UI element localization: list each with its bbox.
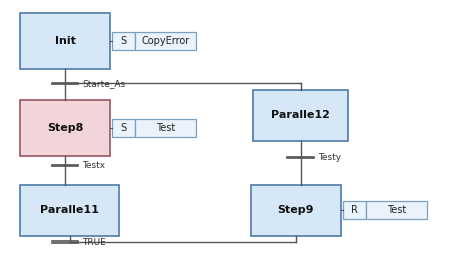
Text: Test: Test <box>387 205 406 215</box>
FancyBboxPatch shape <box>254 90 348 141</box>
FancyBboxPatch shape <box>365 201 427 219</box>
Text: S: S <box>120 36 127 46</box>
FancyBboxPatch shape <box>251 185 341 236</box>
Text: TRUE: TRUE <box>82 238 106 247</box>
FancyBboxPatch shape <box>343 201 365 219</box>
Text: Testy: Testy <box>318 153 341 162</box>
Text: Testx: Testx <box>82 161 105 170</box>
FancyBboxPatch shape <box>112 32 135 50</box>
Text: Init: Init <box>55 36 75 46</box>
Text: Test: Test <box>156 123 175 133</box>
Text: Starte_As: Starte_As <box>82 79 125 88</box>
Text: Paralle11: Paralle11 <box>40 205 99 215</box>
Text: Paralle12: Paralle12 <box>271 110 330 120</box>
FancyBboxPatch shape <box>135 119 196 137</box>
Text: CopyError: CopyError <box>141 36 190 46</box>
FancyBboxPatch shape <box>20 185 119 236</box>
Text: R: R <box>351 205 358 215</box>
Text: S: S <box>120 123 127 133</box>
FancyBboxPatch shape <box>20 100 110 156</box>
FancyBboxPatch shape <box>135 32 196 50</box>
Text: Step9: Step9 <box>278 205 314 215</box>
FancyBboxPatch shape <box>20 13 110 69</box>
Text: Step8: Step8 <box>47 123 83 133</box>
FancyBboxPatch shape <box>112 119 135 137</box>
